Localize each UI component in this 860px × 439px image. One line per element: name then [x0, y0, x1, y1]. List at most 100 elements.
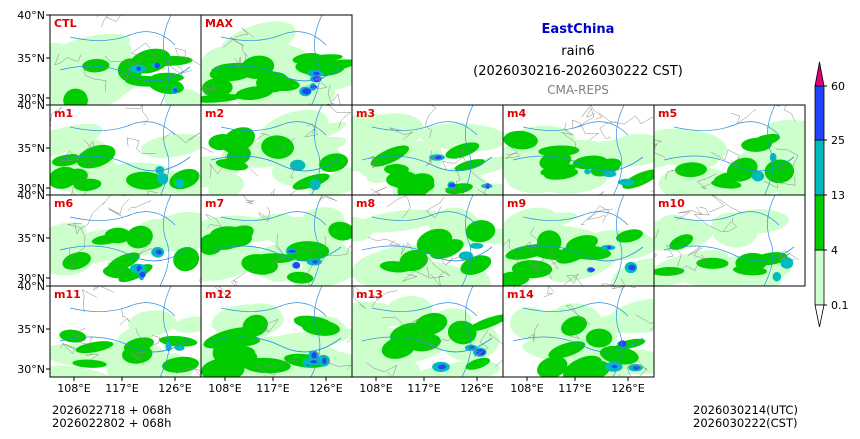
latitude-tick-label: 40°N — [17, 9, 45, 22]
province-border — [346, 337, 352, 344]
river-yangtze — [59, 245, 191, 262]
province-border — [418, 330, 432, 345]
longitude-tick-label: 117°E — [105, 382, 138, 395]
rain-torrential-core — [611, 365, 618, 369]
province-border — [654, 143, 658, 151]
panel-label: m14 — [507, 288, 534, 301]
rain-moderate-patch — [572, 155, 608, 170]
rain-moderate-patch — [468, 314, 503, 332]
rain-heavy-core — [174, 178, 185, 189]
province-border — [433, 246, 450, 265]
province-border — [243, 195, 255, 205]
map-panel — [503, 286, 654, 377]
rain-torrential-core — [155, 249, 162, 255]
province-border — [316, 350, 352, 370]
rain-torrential-core — [173, 88, 178, 93]
rain-moderate-patch — [381, 337, 416, 359]
province-border — [108, 198, 130, 217]
province-border — [258, 206, 270, 222]
rain-moderate-patch — [379, 261, 412, 273]
rain-moderate-patch — [201, 93, 242, 103]
longitude-tick-label: 126°E — [309, 382, 342, 395]
longitude-tick-label: 108°E — [510, 382, 543, 395]
province-border — [201, 86, 216, 96]
province-border — [81, 289, 97, 313]
rain-torrential-core — [288, 249, 296, 253]
variable-title: rain6 — [561, 44, 595, 59]
river-yangtze — [210, 336, 342, 353]
province-border — [54, 53, 82, 66]
latitude-tick-label: 35°N — [17, 52, 45, 65]
rain-moderate-patch — [149, 56, 193, 66]
river-yangtze — [663, 245, 795, 262]
province-border — [443, 159, 469, 191]
map-frame — [653, 194, 806, 287]
latitude-tick-label: 30°N — [17, 92, 45, 105]
coastline — [612, 105, 625, 196]
coastline — [461, 286, 474, 377]
province-border — [125, 105, 149, 126]
rain-moderate-patch — [544, 168, 579, 180]
rain-moderate-patch — [654, 266, 685, 276]
panel-label: m11 — [54, 288, 81, 301]
province-border — [619, 359, 648, 377]
map-panel — [654, 195, 805, 286]
rain-heavy-core — [469, 242, 484, 249]
rain-torrential-core — [313, 71, 320, 76]
province-border — [545, 250, 561, 279]
rain-light-patch — [397, 140, 444, 177]
province-border — [455, 152, 493, 189]
map-panel — [201, 105, 352, 196]
river-yellow — [522, 121, 629, 136]
province-border — [162, 131, 201, 144]
rain-torrential-core — [485, 183, 490, 189]
latitude-tick-label: 30°N — [17, 182, 45, 195]
rain-light-patch — [654, 218, 713, 251]
rain-moderate-patch — [538, 145, 580, 157]
panel-label: m1 — [54, 107, 73, 120]
province-border — [327, 84, 344, 106]
panel-label: m2 — [205, 107, 224, 120]
latitude-tick-label: 40°N — [17, 99, 45, 112]
province-border — [59, 150, 94, 163]
province-border — [581, 105, 603, 120]
river-yangtze — [361, 155, 493, 172]
province-border — [119, 308, 131, 326]
province-border — [93, 286, 115, 293]
river-yangtze — [512, 336, 644, 353]
province-border — [477, 185, 490, 196]
coastline — [159, 286, 172, 377]
province-border — [562, 322, 581, 340]
rain-moderate-patch — [561, 316, 588, 336]
river-yellow — [69, 211, 176, 226]
rain-torrential-core — [312, 260, 319, 264]
colorbar-segment — [814, 85, 825, 141]
river-yellow — [522, 302, 629, 317]
river-yangtze — [361, 336, 493, 353]
rain-moderate-patch — [465, 357, 491, 370]
rain-moderate-patch — [616, 229, 643, 243]
rain-heavy-core — [458, 251, 474, 261]
rain-heavy-core — [174, 345, 185, 351]
province-border — [386, 195, 411, 219]
river-yellow — [673, 211, 780, 226]
province-border — [366, 362, 398, 377]
rain-moderate-patch — [202, 78, 233, 98]
rain-light-patch — [120, 229, 201, 256]
river-yangtze — [59, 155, 191, 172]
coastline — [159, 195, 172, 286]
province-border — [572, 119, 600, 141]
province-border — [130, 42, 155, 61]
coastline — [612, 286, 625, 377]
region-title: EastChina — [541, 22, 615, 37]
rain-light-patch — [353, 113, 424, 152]
rain-moderate-patch — [563, 355, 603, 377]
province-border — [561, 122, 577, 153]
rain-heavy-core — [309, 179, 321, 191]
rain-heavy-core — [751, 170, 765, 182]
rain-heavy-core — [772, 272, 782, 282]
province-border — [425, 196, 445, 219]
longitude-tick-label: 117°E — [558, 382, 591, 395]
rain-torrential-core — [618, 340, 627, 348]
valid-time-utc: 2026030214(UTC) — [693, 403, 798, 417]
